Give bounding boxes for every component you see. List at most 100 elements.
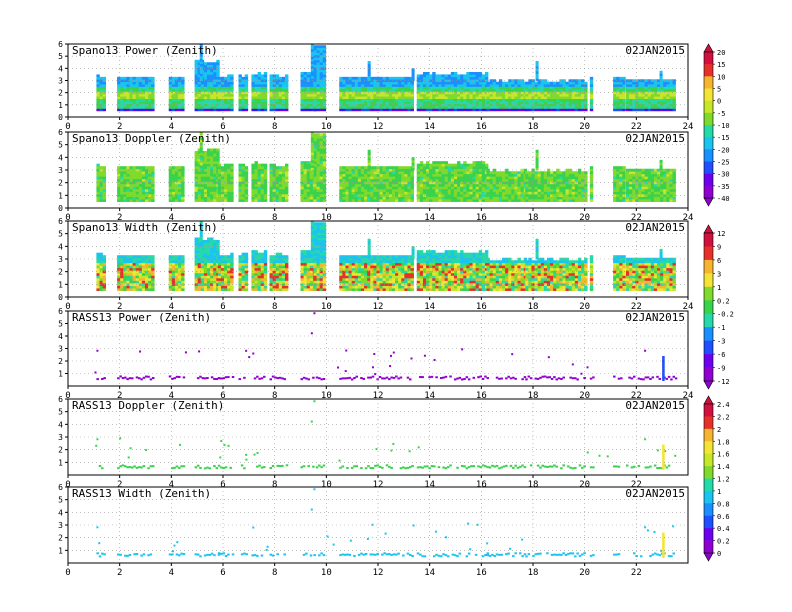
heatmap-cell bbox=[502, 108, 506, 112]
heatmap-cell bbox=[460, 183, 464, 187]
heatmap-cell bbox=[376, 186, 380, 190]
heatmap-cell bbox=[300, 79, 304, 83]
heatmap-cell bbox=[432, 103, 436, 107]
heatmap-cell bbox=[660, 96, 664, 100]
heatmap-cell bbox=[489, 91, 493, 95]
heatmap-cell bbox=[546, 98, 551, 102]
heatmap-cell bbox=[505, 103, 509, 107]
heatmap-cell bbox=[419, 173, 424, 177]
heatmap-cell bbox=[251, 191, 255, 195]
heatmap-cell bbox=[568, 191, 573, 195]
heatmap-cell bbox=[616, 196, 620, 200]
heatmap-cell bbox=[263, 196, 268, 200]
heatmap-cell bbox=[168, 91, 173, 95]
heatmap-cell bbox=[528, 106, 532, 109]
heatmap-cell bbox=[398, 166, 402, 170]
heatmap-cell bbox=[517, 96, 521, 100]
heatmap-cell bbox=[319, 161, 324, 164]
heatmap-cell bbox=[562, 183, 566, 187]
heatmap-cell bbox=[348, 194, 352, 197]
heatmap-cell bbox=[453, 86, 458, 90]
heatmap-cell bbox=[543, 89, 548, 92]
heatmap-cell bbox=[310, 53, 314, 57]
heatmap-cell bbox=[432, 79, 436, 83]
heatmap-cell bbox=[553, 173, 557, 177]
heatmap-cell bbox=[269, 199, 273, 202]
heatmap-cell bbox=[254, 76, 258, 80]
heatmap-cell bbox=[657, 196, 661, 200]
heatmap-cell bbox=[463, 76, 467, 80]
heatmap-cell bbox=[244, 81, 249, 85]
heatmap-cell bbox=[263, 191, 268, 195]
heatmap-cell bbox=[138, 199, 143, 202]
heatmap-cell bbox=[663, 96, 667, 100]
heatmap-cell bbox=[553, 93, 557, 97]
heatmap-cell bbox=[217, 168, 222, 172]
heatmap-cell bbox=[669, 108, 673, 112]
heatmap-cell bbox=[517, 93, 521, 97]
heatmap-cell bbox=[584, 89, 588, 92]
heatmap-cell bbox=[525, 183, 529, 187]
heatmap-cell bbox=[241, 93, 245, 97]
heatmap-cell bbox=[213, 199, 217, 202]
heatmap-cell bbox=[272, 171, 276, 175]
y-tick-label: 3 bbox=[58, 166, 63, 175]
heatmap-cell bbox=[550, 181, 554, 185]
heatmap-cell bbox=[562, 93, 566, 97]
heatmap-cell bbox=[269, 101, 273, 104]
heatmap-cell bbox=[224, 181, 228, 185]
heatmap-cell bbox=[571, 194, 576, 197]
heatmap-cell bbox=[126, 96, 130, 100]
heatmap-cell bbox=[453, 89, 458, 92]
heatmap-cell bbox=[438, 186, 442, 190]
heatmap-cell bbox=[525, 103, 529, 107]
heatmap-cell bbox=[319, 57, 324, 61]
heatmap-cell bbox=[432, 194, 436, 197]
heatmap-cell bbox=[220, 199, 225, 202]
heatmap-cell bbox=[260, 89, 265, 92]
heatmap-cell bbox=[309, 173, 314, 177]
heatmap-cell bbox=[581, 84, 585, 87]
heatmap-cell bbox=[534, 89, 538, 92]
heatmap-cell bbox=[410, 176, 414, 180]
heatmap-cell bbox=[357, 96, 362, 100]
heatmap-cell bbox=[553, 106, 557, 109]
heatmap-cell bbox=[260, 178, 265, 182]
heatmap-cell bbox=[472, 161, 476, 164]
heatmap-cell bbox=[444, 106, 449, 109]
heatmap-cell bbox=[517, 171, 521, 175]
heatmap-cell bbox=[657, 189, 661, 192]
heatmap-cell bbox=[244, 186, 249, 190]
heatmap-cell bbox=[367, 152, 371, 156]
heatmap-cell bbox=[203, 186, 208, 190]
heatmap-cell bbox=[426, 86, 430, 90]
heatmap-cell bbox=[466, 84, 470, 87]
heatmap-cell bbox=[441, 183, 445, 187]
heatmap-cell bbox=[203, 89, 208, 92]
heatmap-cell bbox=[565, 96, 569, 100]
heatmap-cell bbox=[200, 89, 205, 92]
heatmap-cell bbox=[272, 176, 276, 180]
heatmap-cell bbox=[360, 98, 365, 102]
heatmap-cell bbox=[385, 108, 390, 112]
heatmap-cell bbox=[426, 93, 430, 97]
heatmap-cell bbox=[502, 196, 506, 200]
heatmap-cell bbox=[511, 173, 515, 177]
heatmap-cell bbox=[210, 173, 214, 177]
heatmap-cell bbox=[322, 57, 327, 61]
heatmap-cell bbox=[432, 181, 436, 185]
heatmap-cell bbox=[351, 84, 356, 87]
heatmap-cell bbox=[303, 86, 307, 90]
heatmap-cell bbox=[411, 70, 415, 74]
heatmap-cell bbox=[194, 106, 198, 109]
heatmap-cell bbox=[351, 199, 356, 202]
heatmap-cell bbox=[457, 98, 461, 102]
heatmap-cell bbox=[171, 86, 176, 90]
heatmap-cell bbox=[460, 196, 464, 200]
heatmap-cell bbox=[537, 199, 542, 202]
heatmap-cell bbox=[565, 101, 569, 104]
heatmap-cell bbox=[200, 183, 205, 187]
heatmap-cell bbox=[453, 91, 458, 95]
heatmap-cell bbox=[540, 93, 545, 97]
heatmap-cell bbox=[407, 194, 411, 197]
